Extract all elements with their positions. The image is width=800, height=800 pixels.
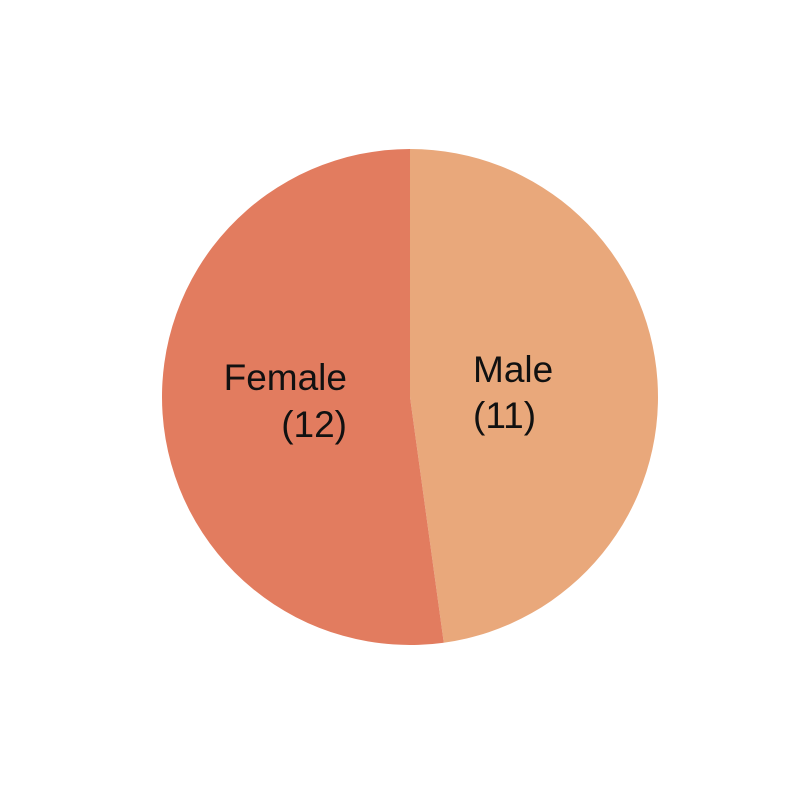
pie-labels: Male (11) Female (12)	[224, 349, 554, 445]
pie-slice-male	[410, 149, 658, 643]
pie-slices	[161, 149, 658, 646]
pie-slice-female	[161, 149, 444, 646]
slice-label-female-count: (12)	[281, 404, 347, 445]
slice-label-male-name: Male	[473, 349, 553, 390]
slice-label-female-name: Female	[224, 357, 347, 398]
slice-label-male-count: (11)	[473, 395, 536, 436]
